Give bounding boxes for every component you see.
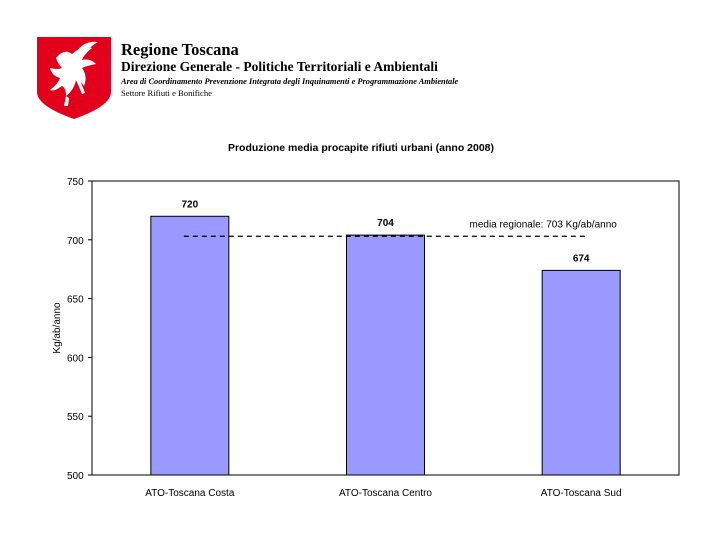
chart-title: Produzione media procapite rifiuti urban…	[228, 142, 494, 154]
y-tick-label: 550	[67, 412, 84, 423]
category-label: ATO-Toscana Sud	[541, 488, 622, 499]
category-label: ATO-Toscana Centro	[339, 488, 432, 499]
pegasus-logo-icon	[37, 37, 111, 119]
bar-value-label: 720	[181, 199, 198, 210]
header: Regione Toscana Direzione Generale - Pol…	[0, 0, 720, 119]
bar	[346, 234, 425, 476]
y-tick-label: 700	[67, 236, 84, 247]
y-tick-label: 500	[67, 471, 84, 482]
y-tick-label: 750	[67, 177, 84, 188]
bar	[541, 269, 621, 476]
bar	[150, 215, 230, 476]
reference-line-label: media regionale: 703 Kg/ab/anno	[469, 219, 617, 230]
category-label: ATO-Toscana Costa	[145, 488, 235, 499]
y-axis-label: Kg/ab/anno	[52, 302, 63, 354]
org-name: Regione Toscana	[121, 40, 239, 59]
bar-value-label: 704	[377, 218, 394, 229]
area-name: Area di Coordinamento Prevenzione Integr…	[121, 77, 459, 86]
y-tick-label: 650	[67, 295, 84, 306]
bar-value-label: 674	[573, 253, 590, 264]
office-name: Settore Rifiuti e Bonifiche	[121, 88, 212, 98]
y-tick-label: 600	[67, 353, 84, 364]
department-name: Direzione Generale - Politiche Territori…	[121, 59, 438, 74]
